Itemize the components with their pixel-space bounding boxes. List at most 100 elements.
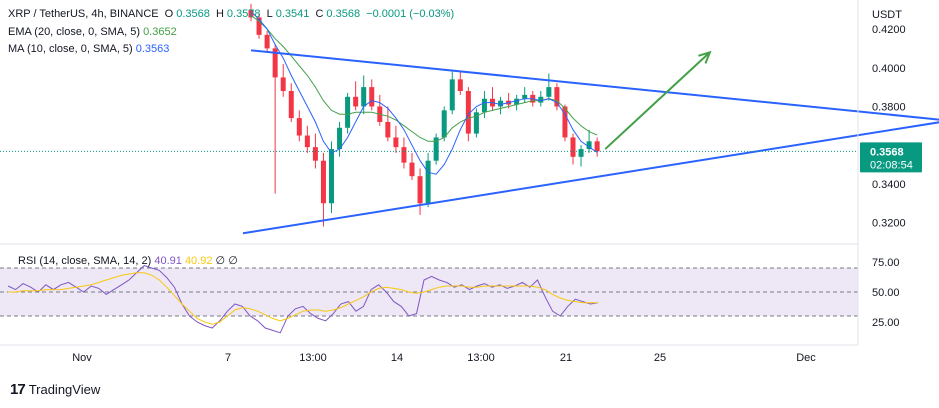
projection-arrow-head xyxy=(698,50,712,64)
price-tick-label: 0.3200 xyxy=(872,218,906,230)
time-tick-label: Dec xyxy=(796,352,816,364)
candle-body xyxy=(401,147,407,163)
candle-body xyxy=(538,96,544,103)
price-tick-label: 0.3800 xyxy=(872,101,906,113)
candle-body xyxy=(465,90,471,134)
rsi-legend-extra-1: ∅ xyxy=(215,255,226,267)
candle-body xyxy=(449,79,455,111)
low-label: L xyxy=(266,8,273,20)
ema-legend-label: EMA (20, close, 0, SMA, 5) xyxy=(8,26,141,38)
countdown-label: 02:08:54 xyxy=(870,159,913,171)
candle-body xyxy=(425,160,431,204)
candle-body xyxy=(546,87,552,97)
ma-legend-value: 0.3563 xyxy=(135,43,170,55)
tradingview-brand-text: TradingView xyxy=(28,382,101,397)
candle-body xyxy=(353,96,359,107)
candle-body xyxy=(329,149,334,204)
rsi-ma-legend-value: 40.92 xyxy=(184,255,213,267)
ema-legend[interactable]: EMA (20, close, 0, SMA, 5) 0.3652 xyxy=(8,26,180,38)
time-tick-label: Nov xyxy=(72,352,92,364)
rsi-legend[interactable]: RSI (14, close, SMA, 14, 2) 40.91 40.92 … xyxy=(18,254,238,267)
candle-body xyxy=(337,127,343,150)
high-value: 0.3578 xyxy=(226,8,261,20)
price-pane[interactable] xyxy=(0,3,939,235)
trendline-lower xyxy=(242,121,939,235)
close-value: 0.3568 xyxy=(326,8,361,20)
current-price-label: 0.3568 xyxy=(870,146,904,158)
candle-body xyxy=(256,17,262,35)
candle-body xyxy=(522,94,528,99)
candle-body xyxy=(320,160,326,204)
time-tick-label: 21 xyxy=(560,352,572,364)
candle-body xyxy=(554,87,560,107)
candle-body xyxy=(586,141,592,150)
rsi-tick-label: 25.00 xyxy=(872,317,900,329)
candle-body xyxy=(312,147,318,161)
candle-body xyxy=(280,77,286,91)
candle-body xyxy=(369,87,375,107)
tradingview-logo-icon: 17 xyxy=(10,381,26,398)
trendline-upper xyxy=(250,49,939,121)
ema-legend-value: 0.3652 xyxy=(143,26,177,38)
candle-body xyxy=(361,87,367,107)
candle-body xyxy=(594,141,600,152)
time-tick-label: 13:00 xyxy=(299,352,327,364)
rsi-pane[interactable] xyxy=(0,265,858,334)
rsi-ma-line xyxy=(8,272,598,325)
candle-body xyxy=(457,79,463,91)
price-axis-currency: USDT xyxy=(872,9,902,21)
time-tick-label: 14 xyxy=(391,352,403,364)
candle-body xyxy=(578,149,584,157)
time-tick-label: 25 xyxy=(654,352,666,364)
symbol-legend: XRP / TetherUS, 4h, BINANCE O 0.3568 H 0.3… xyxy=(8,8,457,20)
rsi-tick-label: 75.00 xyxy=(872,257,900,269)
open-label: O xyxy=(164,8,174,20)
high-label: H xyxy=(215,8,224,20)
rsi-legend-value: 40.91 xyxy=(154,255,182,267)
time-axis[interactable]: Nov 7 13:00 14 13:00 21 25 Dec xyxy=(72,352,816,364)
candle-body xyxy=(441,110,447,138)
candle-body xyxy=(345,96,351,128)
candle-body xyxy=(481,98,487,113)
candle-body xyxy=(498,100,504,107)
rsi-legend-label: RSI (14, close, SMA, 14, 2) xyxy=(18,255,152,267)
price-tick-label: 0.4200 xyxy=(872,24,906,36)
low-value: 0.3541 xyxy=(275,8,310,20)
rsi-tick-label: 50.00 xyxy=(872,287,900,299)
candle-body xyxy=(409,162,415,177)
candle-body xyxy=(264,34,270,49)
candle-body xyxy=(304,135,310,148)
candle-body xyxy=(272,48,278,78)
rsi-axis[interactable]: 75.00 50.00 25.00 xyxy=(872,257,900,329)
change-value: −0.0001 (−0.03%) xyxy=(366,8,455,20)
rsi-line xyxy=(7,265,599,334)
candle-body xyxy=(562,106,568,138)
candle-body xyxy=(393,137,399,148)
candle-body xyxy=(248,9,254,18)
candle-body xyxy=(385,121,391,138)
price-axis[interactable]: 0.4200 0.4000 0.3800 0.3400 0.3200 USDT 0.3568… xyxy=(860,9,922,230)
ma-line xyxy=(250,11,598,175)
projection-arrow xyxy=(604,51,711,150)
price-tick-label: 0.3400 xyxy=(872,179,906,191)
close-label: C xyxy=(315,8,324,20)
time-tick-label: 13:00 xyxy=(467,352,495,364)
candle-body xyxy=(296,118,302,136)
candle-body xyxy=(570,137,576,157)
candle-body xyxy=(473,112,479,134)
symbol-label[interactable]: XRP / TetherUS, 4h, BINANCE xyxy=(8,8,159,20)
ma-legend[interactable]: MA (10, close, 0, SMA, 5) 0.3563 xyxy=(8,43,172,55)
candle-body xyxy=(288,90,294,119)
candle-body xyxy=(514,98,520,105)
ma-legend-label: MA (10, close, 0, SMA, 5) xyxy=(8,43,133,55)
candle-body xyxy=(433,137,439,161)
price-tick-label: 0.4000 xyxy=(872,63,906,75)
open-value: 0.3568 xyxy=(176,8,210,20)
time-tick-label: 7 xyxy=(225,352,231,364)
candle-body xyxy=(417,176,423,204)
ema-line xyxy=(250,15,598,142)
current-price-tag xyxy=(860,142,922,173)
tradingview-branding[interactable]: 17 TradingView xyxy=(10,381,100,398)
rsi-legend-extra-2: ∅ xyxy=(228,255,238,267)
